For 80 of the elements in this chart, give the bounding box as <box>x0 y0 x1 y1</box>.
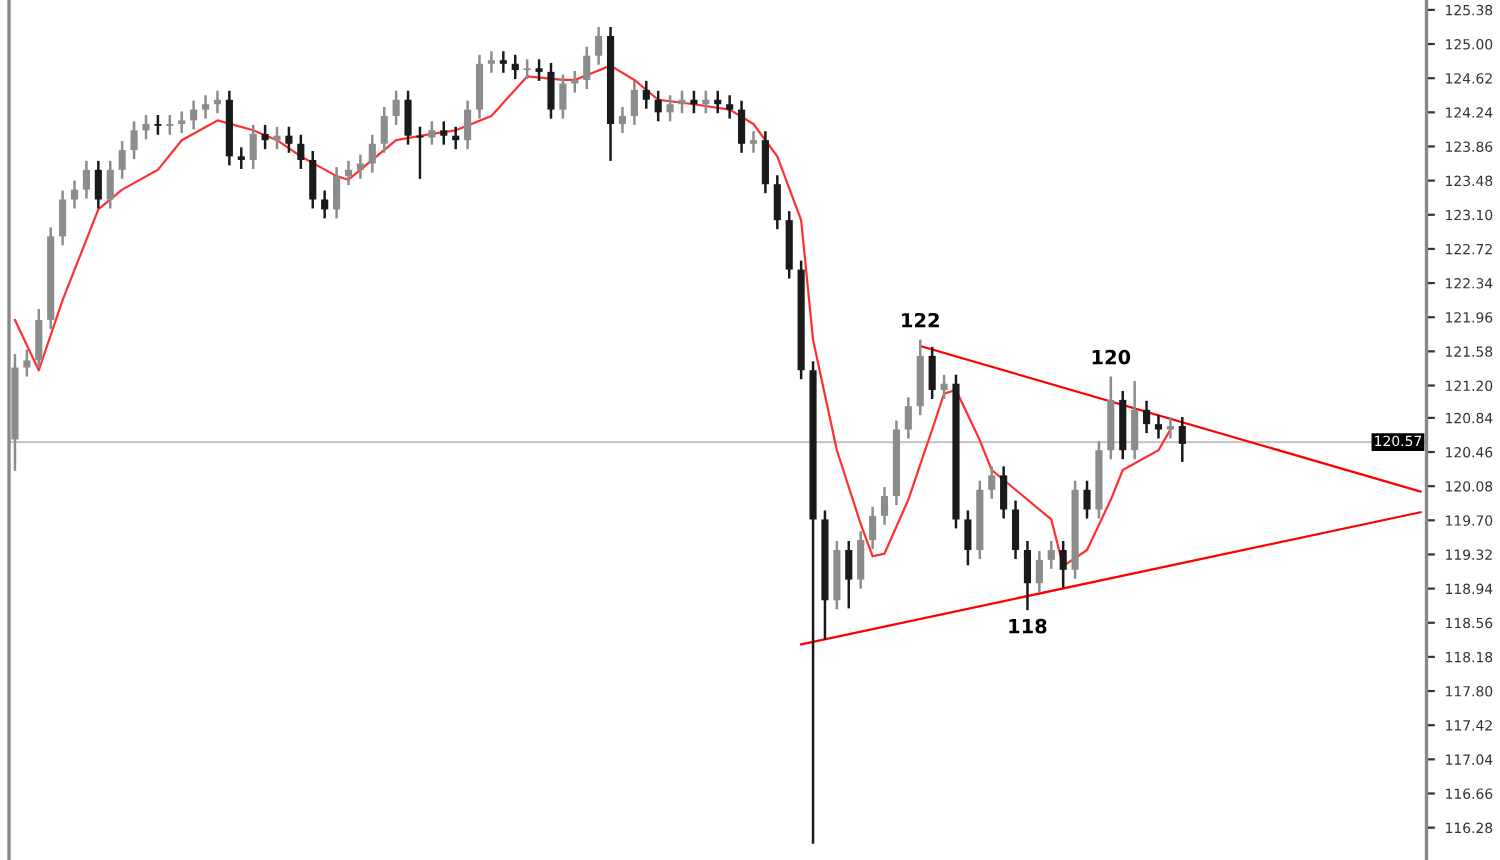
candlestick <box>178 110 186 135</box>
candlestick <box>380 105 388 155</box>
candlestick <box>440 120 448 146</box>
candlestick <box>404 89 412 146</box>
candlestick <box>309 149 317 210</box>
candlestick <box>154 113 162 137</box>
candlestick <box>1083 479 1091 520</box>
candlestick <box>333 165 341 220</box>
candlestick <box>749 129 758 155</box>
candlestick <box>773 173 781 231</box>
candlestick <box>464 99 472 151</box>
candlestick <box>106 159 114 210</box>
candlestick <box>1035 549 1043 594</box>
candlestick <box>1166 415 1174 440</box>
candlestick <box>1011 499 1020 561</box>
candlestick <box>499 49 507 75</box>
candlestick <box>249 123 257 171</box>
candlestick <box>559 73 567 120</box>
candlestick <box>344 159 353 187</box>
candlestick <box>511 53 519 81</box>
candlestick <box>1143 399 1151 435</box>
candlestick <box>392 89 400 127</box>
candlestick <box>1154 413 1163 440</box>
candlestick <box>94 159 102 210</box>
candlestick <box>845 539 853 610</box>
candlestick <box>904 395 912 440</box>
candlestick <box>118 139 126 181</box>
candlestick <box>1000 465 1008 520</box>
candlestick <box>535 58 543 83</box>
candlestick <box>297 133 305 171</box>
candlestick <box>1178 415 1186 464</box>
annotation: 118 <box>1009 618 1047 634</box>
candlestick <box>666 94 674 123</box>
candlestick <box>678 89 686 115</box>
candlestick <box>523 58 531 81</box>
candlestick <box>142 113 150 141</box>
candlestick <box>738 99 746 155</box>
candlestick <box>59 189 67 247</box>
candlestick <box>928 345 936 401</box>
candlestick <box>261 123 269 151</box>
candlestick <box>940 373 948 401</box>
candlestick <box>1131 379 1139 461</box>
candlestick <box>190 99 198 131</box>
candlestick <box>237 146 245 171</box>
candlestick <box>1023 539 1032 612</box>
candlestick <box>880 485 889 527</box>
candlestick <box>869 505 877 551</box>
candlestick <box>368 133 376 174</box>
candlestick <box>547 61 555 120</box>
candlestick <box>571 69 579 94</box>
annotation: 122 <box>902 312 939 328</box>
candlestick <box>475 53 484 120</box>
annotation: 120 <box>1092 349 1131 365</box>
candlestick <box>595 25 603 66</box>
candlestick <box>428 120 436 146</box>
candlestick <box>726 94 734 120</box>
candlestick <box>166 113 174 137</box>
candlestick <box>35 307 43 369</box>
candlestick <box>1047 539 1055 571</box>
candlestick <box>761 129 769 195</box>
candlestick <box>654 89 662 123</box>
candlestick <box>487 49 495 75</box>
candlestick <box>988 465 996 500</box>
candlestick <box>690 89 698 115</box>
candlestick <box>642 79 650 110</box>
candlestick <box>23 348 31 378</box>
line-series <box>13 64 1172 568</box>
candlestick <box>1059 539 1067 589</box>
candlestick <box>82 159 90 200</box>
candlestick <box>618 105 627 135</box>
candlestick <box>130 120 138 161</box>
candlestick <box>285 125 293 155</box>
candlestick <box>273 125 281 151</box>
candlestick <box>583 45 591 91</box>
candlestick <box>356 153 364 181</box>
candlestick <box>321 189 329 220</box>
candlestick <box>201 94 210 120</box>
candlestick <box>964 509 972 567</box>
candlestick <box>630 79 638 127</box>
candlestick <box>857 529 865 590</box>
